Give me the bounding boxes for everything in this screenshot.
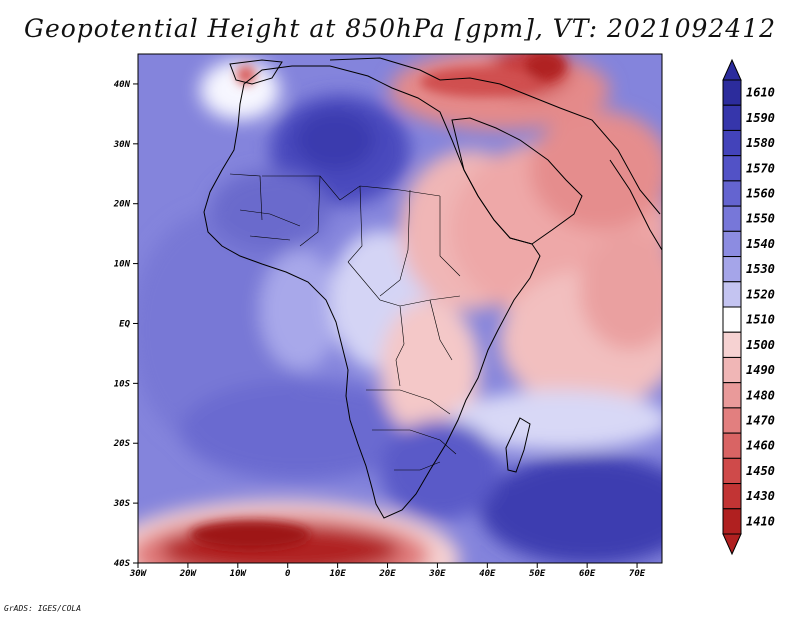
colorbar-label: 1520 [746, 287, 775, 301]
lon-label: 70E [629, 569, 646, 579]
colorbar-top-triangle [722, 58, 742, 81]
lat-label: 10S [114, 379, 131, 389]
colorbar-label: 1540 [746, 237, 775, 251]
colorbar-swatch [722, 508, 742, 535]
colorbar-swatch [722, 129, 742, 157]
lon-label: 20W [179, 569, 198, 579]
colorbar-label: 1580 [746, 136, 775, 150]
colorbar-swatch [722, 457, 742, 485]
lon-label: 30E [428, 569, 446, 579]
colorbar-swatch [722, 281, 742, 308]
coastlines [203, 57, 662, 519]
colorbar-label: 1450 [746, 464, 775, 478]
lon-label: 10E [329, 569, 346, 579]
iberia-coastline [229, 59, 283, 85]
colorbar-label: 1550 [746, 212, 775, 226]
lat-label: 40N [114, 80, 131, 90]
colorbar-swatch [722, 382, 742, 409]
africa-coastline [203, 65, 541, 519]
colorbar-swatch [722, 331, 742, 358]
colorbar-swatch [722, 256, 742, 283]
colorbar-swatch [722, 104, 742, 131]
colorbar-label: 1430 [746, 489, 775, 503]
arabia-coastline [451, 117, 583, 245]
lat-label: 30S [113, 499, 131, 509]
colorbar-swatch [722, 483, 742, 510]
colorbar-bottom-triangle [722, 533, 742, 556]
lat-label: 40S [114, 559, 131, 569]
colorbar-label: 1500 [746, 338, 775, 352]
eurasia-coastline [329, 57, 661, 215]
colorbar-label: 1460 [746, 439, 775, 453]
india-coastline [609, 159, 662, 251]
lat-label: 20S [113, 439, 131, 449]
colorbar-swatch [722, 205, 742, 232]
colorbar-label: 1590 [746, 111, 775, 125]
colorbar-swatch [722, 155, 742, 182]
colorbar-label: 1530 [746, 262, 775, 276]
lon-label: 10W [230, 569, 248, 579]
colorbar: 1610 1590 1580 1570 1560 1550 1540 1530 1520 1510… [722, 58, 775, 556]
lon-label: 60E [579, 569, 596, 579]
lon-label: 0 [285, 569, 291, 579]
colorbar-label: 1560 [746, 187, 775, 201]
lon-label: 30W [129, 569, 148, 579]
colorbar-label: 1570 [746, 161, 775, 175]
grads-credit: GrADS: IGES/COLA [4, 604, 82, 613]
lon-label: 40E [479, 569, 496, 579]
lat-label: EQ [119, 319, 130, 329]
colorbar-label: 1470 [746, 414, 775, 428]
colorbar-label: 1610 [746, 86, 775, 100]
colorbar-label: 1510 [746, 313, 775, 327]
colorbar-swatch [722, 356, 742, 384]
colorbar-swatch [722, 79, 742, 106]
colorbar-label: 1410 [746, 514, 775, 528]
height-field [138, 54, 662, 563]
map-title: Geopotential Height at 850hPa [gpm], VT:… [23, 14, 777, 43]
colorbar-swatch [722, 306, 742, 333]
lat-label: 20N [113, 200, 131, 210]
colorbar-swatch [722, 432, 742, 459]
colorbar-swatch [722, 180, 742, 207]
lon-label: 20E [378, 569, 396, 579]
lon-label: 50E [529, 569, 546, 579]
colorbar-label: 1480 [746, 388, 775, 402]
colorbar-swatch [722, 230, 742, 258]
colorbar-label: 1490 [746, 363, 775, 377]
lat-label: 10N [114, 260, 131, 270]
madagascar-coastline [505, 417, 531, 473]
country-borders [229, 173, 461, 471]
colorbar-swatch [722, 407, 742, 434]
lat-label: 30N [113, 140, 131, 150]
